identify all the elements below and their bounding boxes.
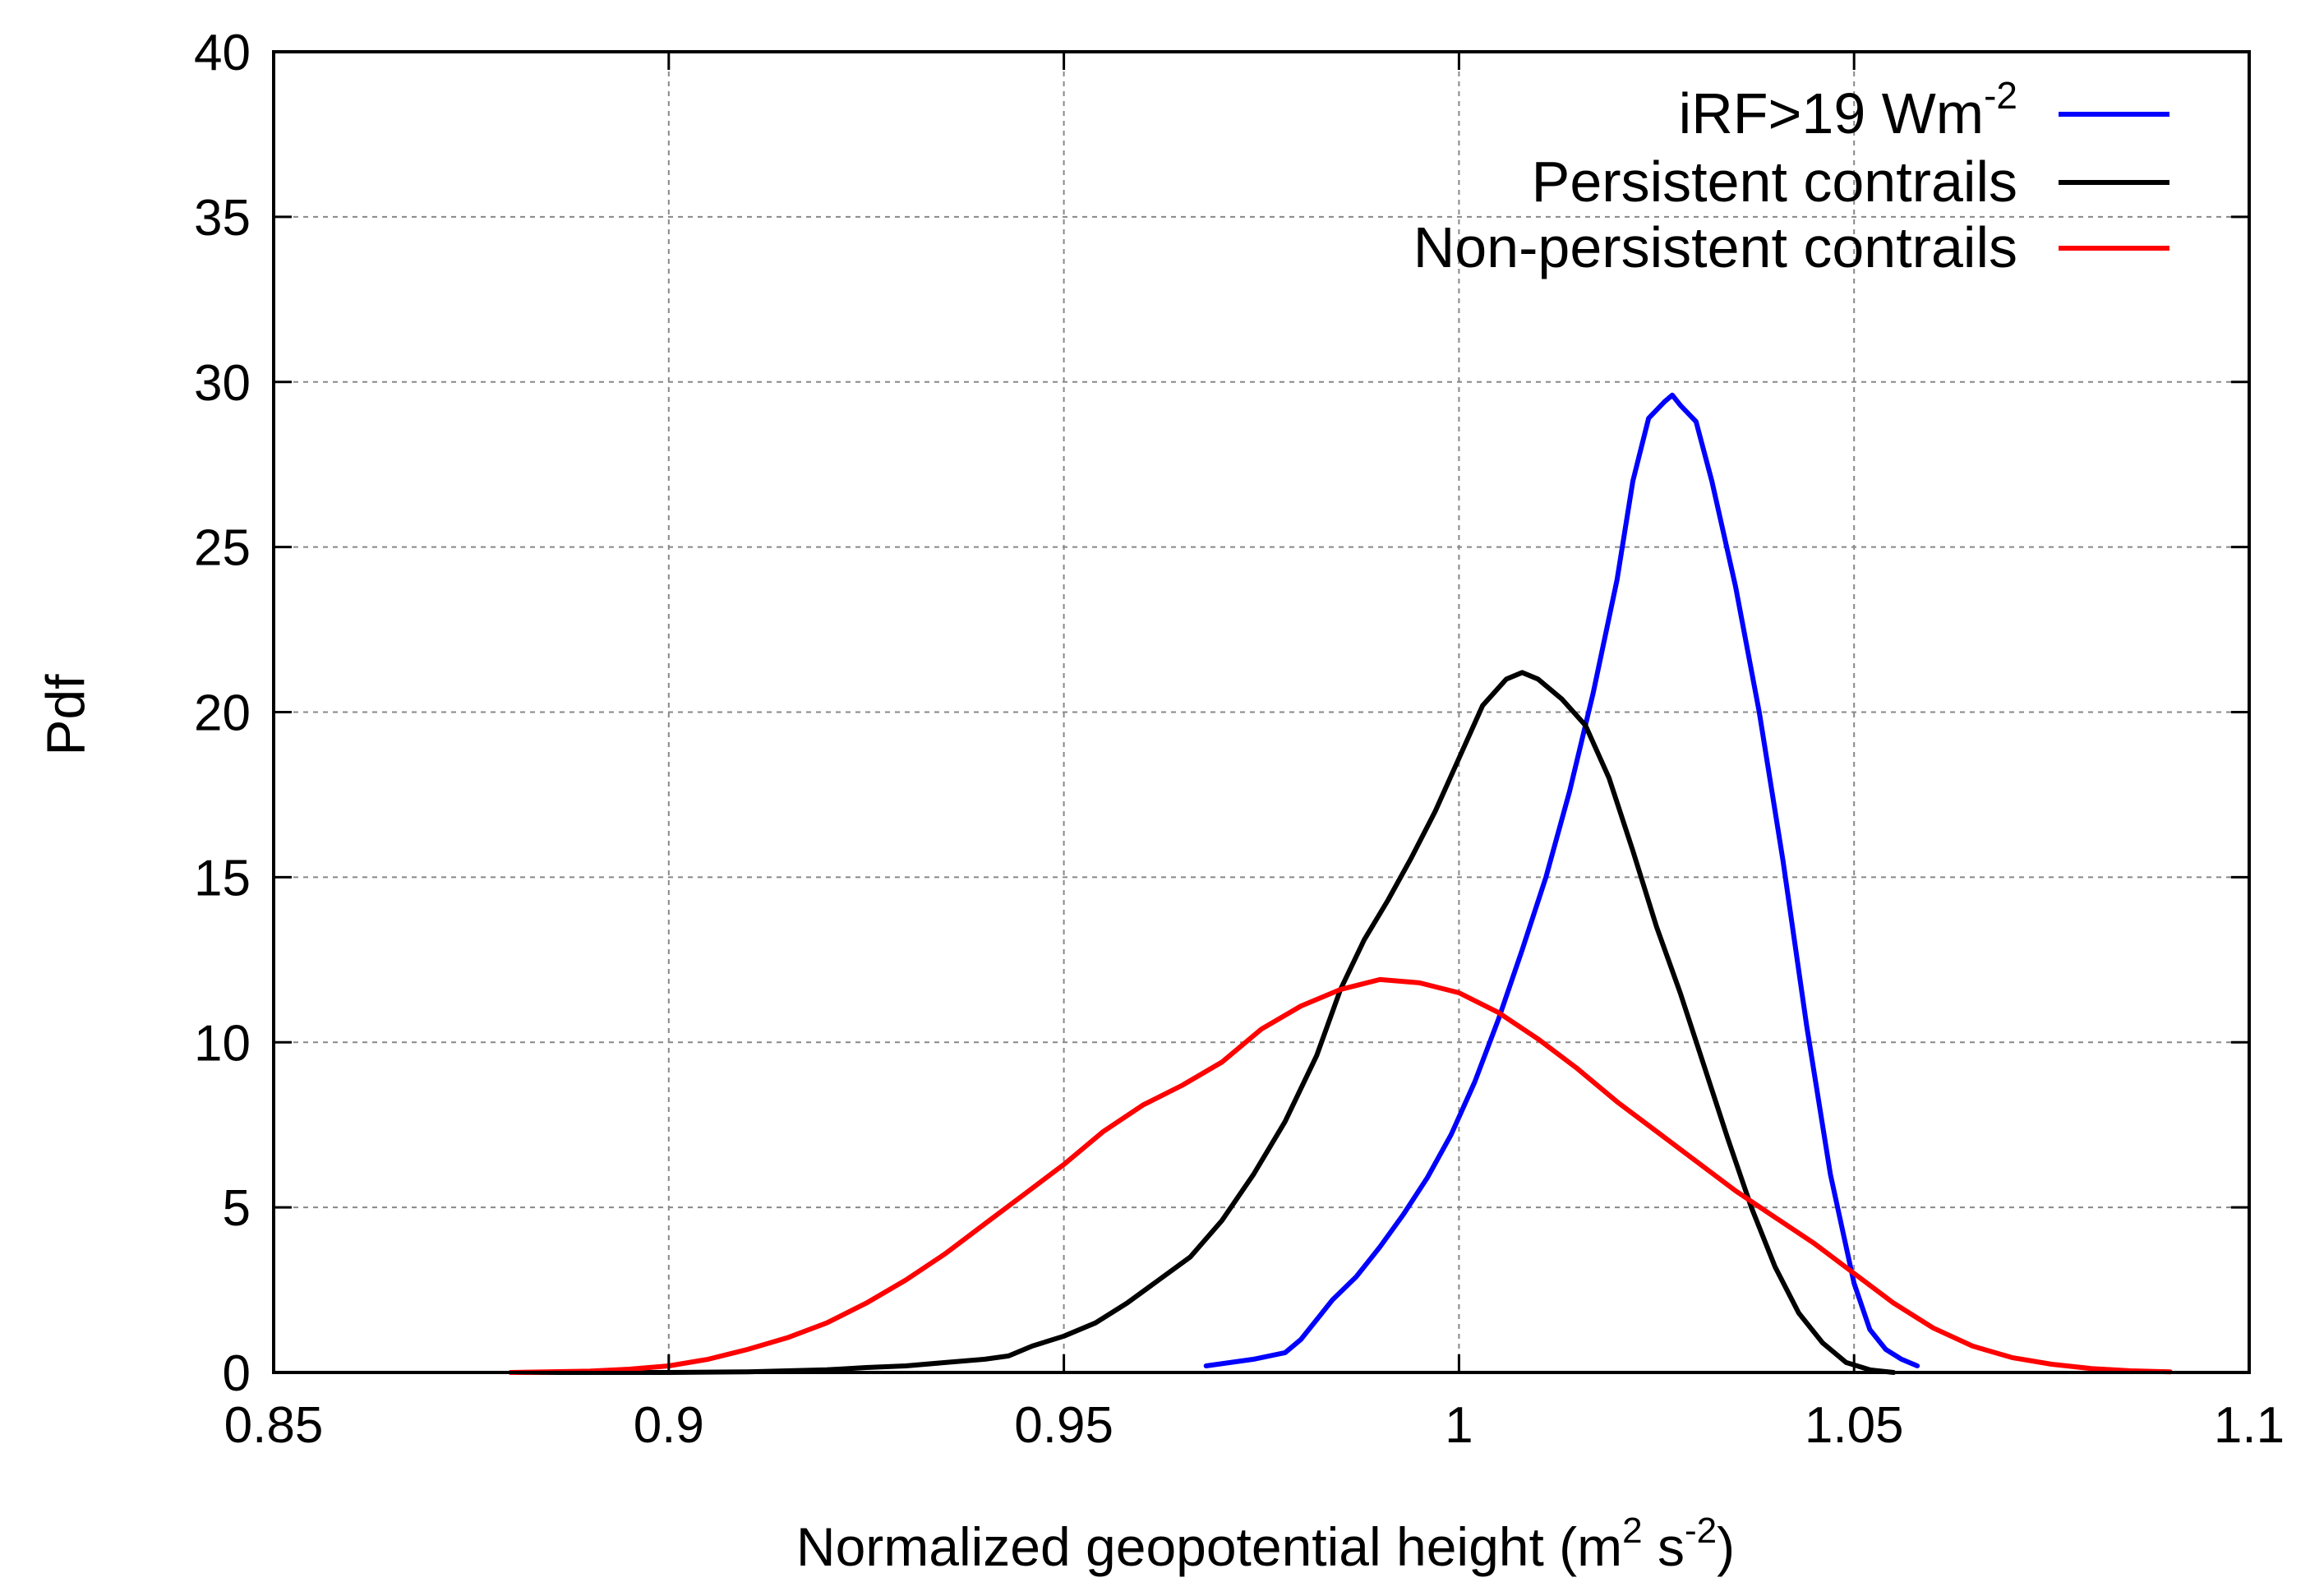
y-tick-label: 20 [194, 685, 251, 742]
legend-label-irf-sup: -2 [1984, 74, 2017, 117]
y-axis-title: Pdf [35, 674, 95, 756]
x-axis-title-sup2: -2 [1685, 1511, 1717, 1551]
series-line-non-persistent [508, 976, 2173, 1375]
y-tick-label: 25 [194, 520, 251, 577]
x-tick-label: 0.85 [224, 1397, 324, 1454]
legend-label-irf: iRF>19 Wm-2 [1679, 74, 2017, 145]
series-lines [508, 392, 2173, 1375]
series-line-irf [1203, 392, 1920, 1368]
y-tick-labels: 0 5 10 15 20 25 30 35 40 [194, 25, 251, 1402]
series-line-persistent [508, 670, 1897, 1375]
x-tick-label: 1 [1445, 1397, 1473, 1454]
legend: iRF>19 Wm-2 Persistent contrails Non-per… [1413, 74, 2169, 279]
x-axis-title: Normalized geopotential height (m2 s-2) [796, 1511, 1735, 1577]
x-axis-title-main: Normalized geopotential height (m [796, 1516, 1622, 1577]
x-tick-label: 1.05 [1805, 1397, 1904, 1454]
x-axis-title-end: ) [1717, 1516, 1735, 1577]
y-tick-label: 5 [223, 1180, 251, 1237]
y-tick-label: 35 [194, 190, 251, 247]
axis-ticks [272, 50, 2251, 1374]
x-tick-label: 0.95 [1014, 1397, 1114, 1454]
x-tick-labels: 0.85 0.9 0.95 1 1.05 1.1 [224, 1397, 2285, 1454]
legend-label-persistent: Persistent contrails [1532, 150, 2017, 214]
x-axis-title-mid: s [1643, 1516, 1685, 1577]
y-tick-label: 0 [223, 1345, 251, 1402]
x-tick-label: 1.1 [2214, 1397, 2285, 1454]
y-tick-label: 30 [194, 355, 251, 412]
gridlines [274, 52, 2249, 1372]
x-tick-label: 0.9 [634, 1397, 704, 1454]
y-tick-label: 15 [194, 850, 251, 906]
legend-label-irf-main: iRF>19 Wm [1679, 81, 1984, 145]
x-axis-title-sup1: 2 [1622, 1511, 1642, 1551]
y-tick-label: 40 [194, 25, 251, 81]
legend-label-non-persistent: Non-persistent contrails [1413, 215, 2017, 279]
y-tick-label: 10 [194, 1015, 251, 1072]
